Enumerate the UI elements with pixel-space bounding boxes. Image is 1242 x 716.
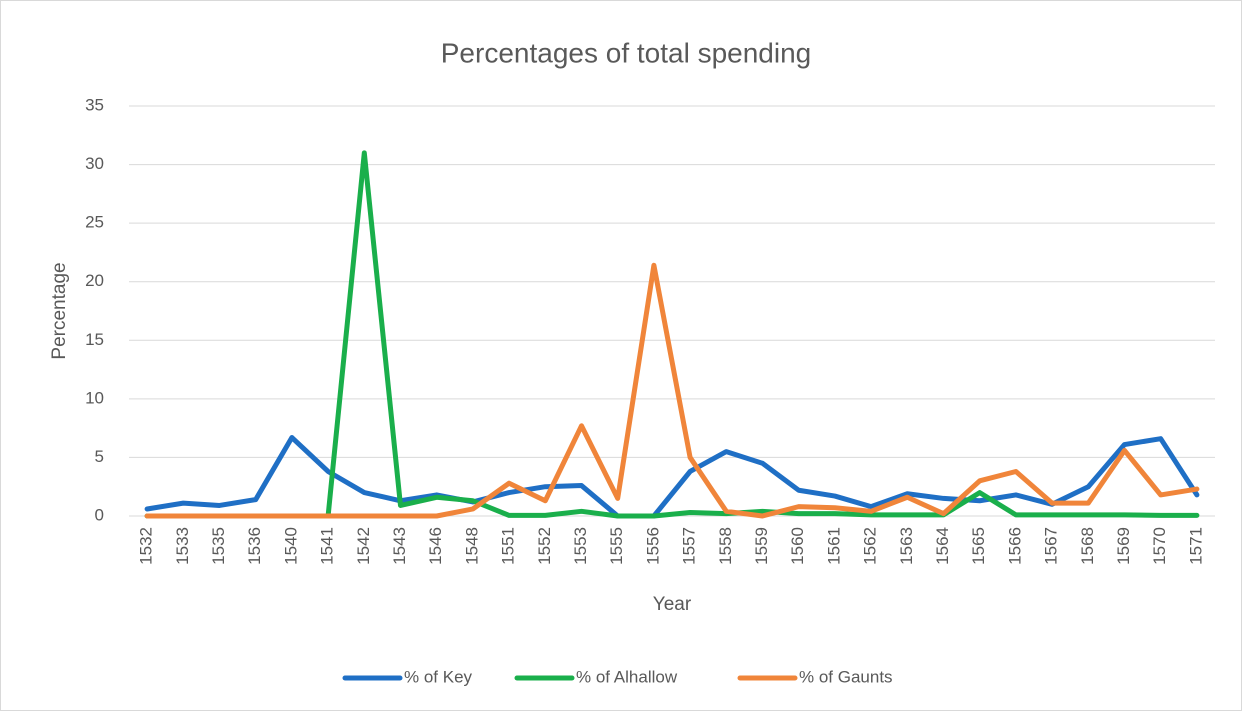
x-tick-label: 1536 bbox=[245, 527, 264, 565]
x-tick-label: 1543 bbox=[390, 527, 409, 565]
legend-label: % of Key bbox=[404, 667, 473, 686]
y-tick-label: 0 bbox=[95, 505, 104, 524]
x-tick-label: 1564 bbox=[933, 527, 952, 565]
y-tick-label: 10 bbox=[85, 388, 104, 407]
x-tick-label: 1535 bbox=[209, 527, 228, 565]
x-tick-label: 1553 bbox=[571, 527, 590, 565]
y-tick-label: 20 bbox=[85, 271, 104, 290]
x-tick-label: 1552 bbox=[535, 527, 554, 565]
x-tick-label: 1532 bbox=[137, 527, 156, 565]
x-tick-label: 1542 bbox=[354, 527, 373, 565]
x-tick-label: 1565 bbox=[969, 527, 988, 565]
legend-label: % of Alhallow bbox=[576, 667, 678, 686]
x-tick-label: 1562 bbox=[861, 527, 880, 565]
x-tick-label: 1561 bbox=[824, 527, 843, 565]
x-tick-label: 1566 bbox=[1005, 527, 1024, 565]
x-tick-label: 1533 bbox=[173, 527, 192, 565]
y-tick-label: 25 bbox=[85, 213, 104, 232]
x-tick-label: 1558 bbox=[716, 527, 735, 565]
x-tick-label: 1548 bbox=[462, 527, 481, 565]
x-tick-label: 1551 bbox=[499, 527, 518, 565]
x-tick-label: 1556 bbox=[643, 527, 662, 565]
y-axis-title: Percentage bbox=[49, 262, 70, 359]
x-tick-label: 1570 bbox=[1150, 527, 1169, 565]
series-line bbox=[144, 262, 1200, 519]
x-tick-label: 1563 bbox=[897, 527, 916, 565]
series-line bbox=[144, 435, 1200, 519]
y-tick-label: 35 bbox=[85, 95, 104, 114]
legend-label: % of Gaunts bbox=[799, 667, 893, 686]
x-tick-label: 1540 bbox=[281, 527, 300, 565]
x-tick-label: 1541 bbox=[318, 527, 337, 565]
x-axis-title: Year bbox=[653, 594, 692, 615]
x-tick-label: 1560 bbox=[788, 527, 807, 565]
x-tick-label: 1559 bbox=[752, 527, 771, 565]
y-tick-label: 15 bbox=[85, 330, 104, 349]
x-tick-label: 1555 bbox=[607, 527, 626, 565]
x-tick-label: 1571 bbox=[1186, 527, 1205, 565]
x-tick-label: 1569 bbox=[1114, 527, 1133, 565]
x-tick-label: 1546 bbox=[426, 527, 445, 565]
x-tick-label: 1567 bbox=[1042, 527, 1061, 565]
y-tick-label: 30 bbox=[85, 154, 104, 173]
y-tick-label: 5 bbox=[95, 447, 104, 466]
x-tick-label: 1568 bbox=[1078, 527, 1097, 565]
chart-title: Percentages of total spending bbox=[441, 37, 811, 68]
x-tick-label: 1557 bbox=[680, 527, 699, 565]
